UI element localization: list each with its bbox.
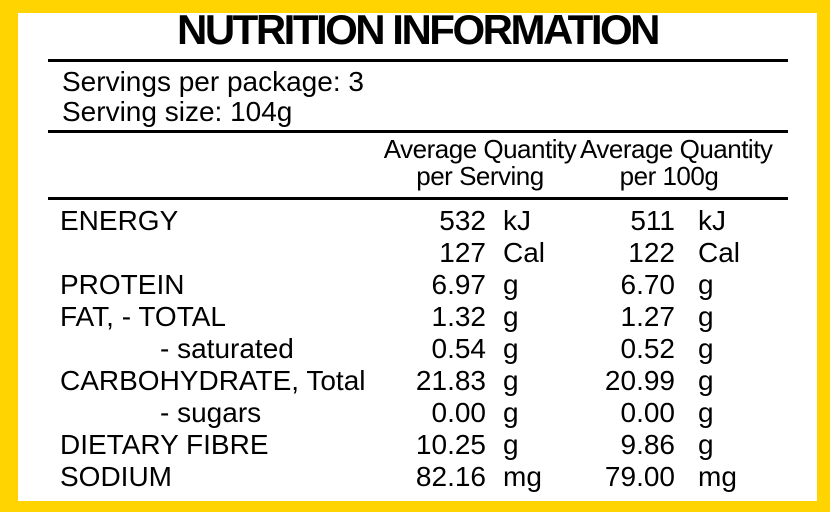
divider-below-column-headers xyxy=(48,197,788,200)
per-serving-unit: g xyxy=(503,333,519,364)
nutrient-row: SODIUM 82.16 mg 79.00 mg xyxy=(60,461,817,493)
per-100g-unit: mg xyxy=(698,461,737,492)
per-100g-value: 9.86 xyxy=(620,429,676,460)
per-serving-unit: g xyxy=(503,269,519,300)
per-serving-value: 10.25 xyxy=(415,429,486,460)
nutrient-name: DIETARY FIBRE xyxy=(60,429,269,460)
nutrient-name: ENERGY xyxy=(60,205,179,236)
column-header-line2: per Serving xyxy=(416,161,544,191)
per-serving-unit: Cal xyxy=(503,237,546,268)
nutrient-name: - saturated xyxy=(160,333,294,364)
per-100g-unit: g xyxy=(698,365,714,396)
servings-per-package-text: Servings per package: 3 xyxy=(62,66,364,97)
per-serving-value: 0.54 xyxy=(431,333,487,364)
per-serving-value: 21.83 xyxy=(415,365,486,396)
nutrient-row: CARBOHYDRATE, Total 21.83 g 20.99 g xyxy=(60,365,817,397)
nutrient-row: - sugars 0.00 g 0.00 g xyxy=(60,397,817,429)
per-100g-unit: Cal xyxy=(698,237,741,268)
per-100g-value: 6.70 xyxy=(620,269,676,300)
nutrient-row: - saturated 0.54 g 0.52 g xyxy=(60,333,817,365)
nutrient-row: DIETARY FIBRE 10.25 g 9.86 g xyxy=(60,429,817,461)
servings-info: Servings per package: 3 Serving size: 10… xyxy=(18,62,817,130)
per-100g-unit: g xyxy=(698,269,714,300)
per-serving-value: 532 xyxy=(439,205,486,236)
per-serving-value: 1.32 xyxy=(431,301,487,332)
per-100g-value: 79.00 xyxy=(604,461,675,492)
per-serving-value: 0.00 xyxy=(431,397,487,428)
per-100g-unit: g xyxy=(698,429,714,460)
per-100g-value: 0.00 xyxy=(620,397,676,428)
nutrient-row: PROTEIN 6.97 g 6.70 g xyxy=(60,269,817,301)
page-title: NUTRITION INFORMATION xyxy=(177,6,661,53)
per-100g-value: 0.52 xyxy=(620,333,676,364)
divider-under-title xyxy=(48,59,788,62)
per-serving-value: 6.97 xyxy=(431,269,487,300)
per-serving-unit: g xyxy=(503,429,519,460)
column-header-per-serving: Average Quantity per Serving xyxy=(380,136,580,190)
per-serving-unit: g xyxy=(503,365,519,396)
nutrient-name: FAT, - TOTAL xyxy=(60,301,226,332)
nutrient-row: 127 Cal 122 Cal xyxy=(60,237,817,269)
per-serving-unit: kJ xyxy=(503,205,531,236)
nutrient-name: SODIUM xyxy=(60,461,172,492)
per-serving-unit: g xyxy=(503,301,519,332)
per-100g-unit: g xyxy=(698,333,714,364)
serving-size-text: Serving size: 104g xyxy=(62,96,293,127)
per-100g-unit: kJ xyxy=(698,205,726,236)
divider-above-column-headers xyxy=(48,130,788,133)
per-100g-value: 122 xyxy=(628,237,675,268)
per-100g-value: 1.27 xyxy=(620,301,676,332)
per-100g-value: 20.99 xyxy=(604,365,675,396)
nutrient-table: ENERGY 532 kJ 511 kJ 127 Cal 122 Cal PRO… xyxy=(18,200,817,493)
per-100g-unit: g xyxy=(698,301,714,332)
nutrient-name: PROTEIN xyxy=(60,269,185,300)
per-serving-value: 82.16 xyxy=(415,461,486,492)
nutrient-row: FAT, - TOTAL 1.32 g 1.27 g xyxy=(60,301,817,333)
per-100g-unit: g xyxy=(698,397,714,428)
column-header-line2: per 100g xyxy=(619,161,719,191)
column-header-line1: Average Quantity xyxy=(383,134,577,164)
per-serving-value: 127 xyxy=(439,237,486,268)
per-serving-unit: mg xyxy=(503,461,542,492)
column-header-per-100g: Average Quantity per 100g xyxy=(580,134,773,191)
nutrient-name: CARBOHYDRATE, Total xyxy=(60,365,366,396)
nutrient-row: ENERGY 532 kJ 511 kJ xyxy=(60,205,817,237)
per-100g-value: 511 xyxy=(630,205,675,236)
column-header-line1: Average Quantity xyxy=(580,134,773,164)
nutrient-name xyxy=(60,237,408,269)
column-headers: Average Quantity per Serving Average Qua… xyxy=(18,136,817,194)
per-serving-unit: g xyxy=(503,397,519,428)
nutrition-panel: NUTRITION INFORMATION Servings per packa… xyxy=(18,8,817,501)
nutrient-name: - sugars xyxy=(160,397,262,428)
